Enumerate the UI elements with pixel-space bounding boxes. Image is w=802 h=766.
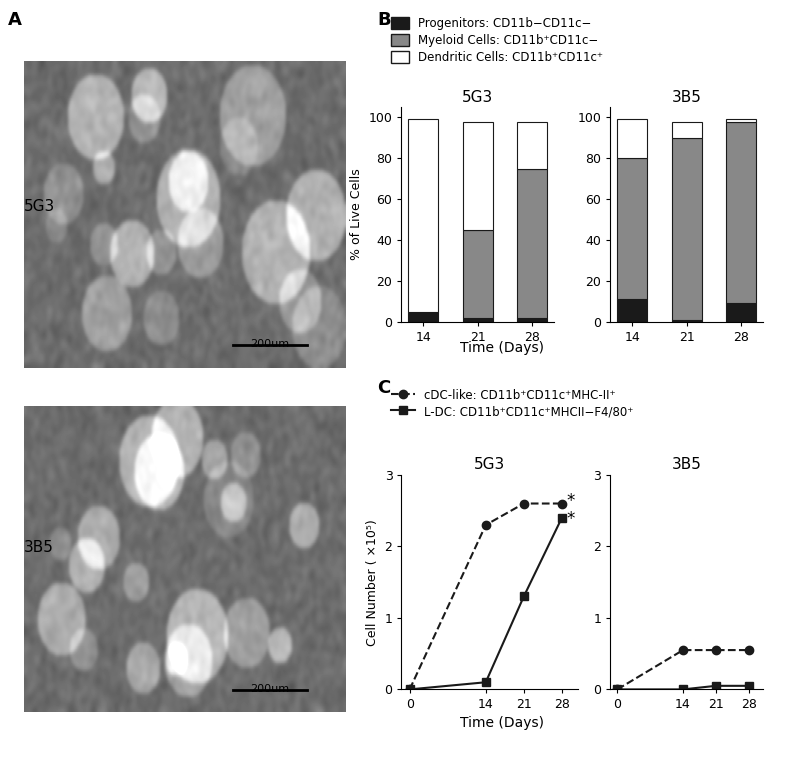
Bar — [408, 312, 438, 322]
Text: Time (Days): Time (Days) — [460, 341, 543, 355]
Bar — [670, 319, 701, 322]
Y-axis label: Cell Number ( ×10⁵): Cell Number ( ×10⁵) — [366, 519, 379, 646]
Bar — [617, 300, 646, 322]
Bar — [725, 122, 755, 303]
Legend: Progenitors: CD11b−CD11c−, Myeloid Cells: CD11b⁺CD11c−, Dendritic Cells: CD11b⁺C: Progenitors: CD11b−CD11c−, Myeloid Cells… — [391, 18, 603, 64]
Text: 200um: 200um — [250, 684, 289, 694]
Bar — [516, 318, 546, 322]
Bar — [617, 159, 646, 300]
Text: 5G3: 5G3 — [24, 199, 55, 214]
Title: 3B5: 3B5 — [670, 457, 701, 473]
Title: 5G3: 5G3 — [462, 90, 492, 105]
Text: C: C — [377, 379, 391, 397]
Text: *: * — [565, 510, 574, 529]
Bar — [516, 122, 546, 169]
Text: 200um: 200um — [250, 339, 289, 349]
Bar — [462, 318, 492, 322]
Text: *: * — [565, 492, 574, 509]
Bar — [670, 122, 701, 138]
Bar — [670, 138, 701, 319]
Text: 3B5: 3B5 — [24, 540, 54, 555]
Legend: cDC-like: CD11b⁺CD11c⁺MHC-II⁺, L-DC: CD11b⁺CD11c⁺MHCII−F4/80⁺: cDC-like: CD11b⁺CD11c⁺MHC-II⁺, L-DC: CD1… — [391, 389, 633, 418]
Bar — [462, 122, 492, 230]
Text: Time (Days): Time (Days) — [460, 716, 543, 730]
Bar — [408, 119, 438, 312]
Y-axis label: % of Live Cells: % of Live Cells — [350, 169, 363, 260]
Bar — [516, 169, 546, 318]
Title: 3B5: 3B5 — [670, 90, 701, 105]
Bar — [725, 303, 755, 322]
Bar — [725, 119, 755, 122]
Bar — [617, 119, 646, 159]
Text: A: A — [8, 11, 22, 29]
Title: 5G3: 5G3 — [474, 457, 504, 473]
Bar — [462, 230, 492, 318]
Text: B: B — [377, 11, 391, 29]
